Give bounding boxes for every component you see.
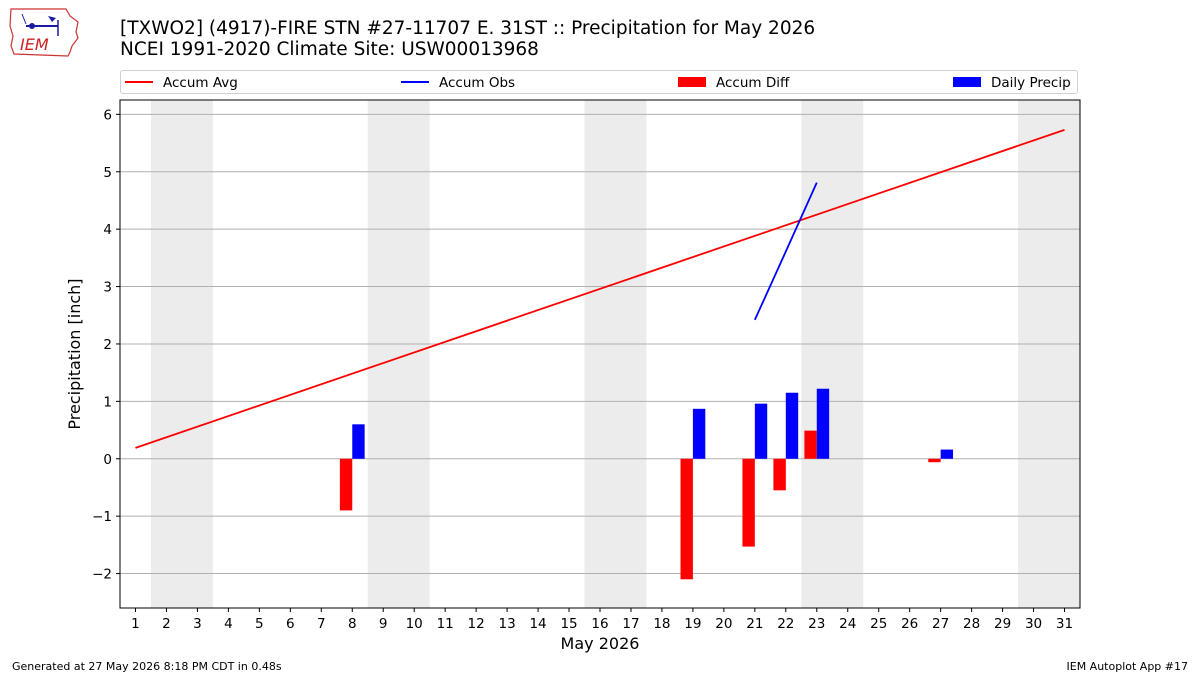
x-tick-label: 31 <box>1056 616 1073 632</box>
line-accum-avg <box>135 128 1065 449</box>
legend-label: Accum Diff <box>716 75 790 91</box>
weekend-band <box>150 100 213 608</box>
x-tick-label: 13 <box>499 616 516 632</box>
x-tick-label: 25 <box>870 616 887 632</box>
legend-swatch-red-bar <box>678 77 706 87</box>
bar-accum-diff <box>804 430 817 459</box>
x-tick-label: 5 <box>255 616 264 632</box>
x-axis-ticks: 1 2 3 4 5 6 7 8 9 10 11 12 13 14 15 16 17 18 19 20 21 22 23 24 2… <box>131 608 1073 632</box>
legend-label: Accum Avg <box>163 75 238 91</box>
x-tick-label: 15 <box>560 616 577 632</box>
x-tick-label: 29 <box>994 616 1011 632</box>
x-tick-label: 18 <box>653 616 670 632</box>
x-tick-label: 30 <box>1025 616 1042 632</box>
title-line-1: [TXWO2] (4917)-FIRE STN #27-11707 E. 31S… <box>120 18 816 39</box>
title-line-2: NCEI 1991-2020 Climate Site: USW00013968 <box>120 39 539 60</box>
gridlines <box>120 113 1080 575</box>
legend-label: Accum Obs <box>439 75 516 91</box>
bar-daily-precip <box>785 392 799 459</box>
bar-accum-diff <box>928 458 941 463</box>
x-tick-label: 3 <box>193 616 202 632</box>
line-accum-obs <box>754 182 818 321</box>
x-tick-label: 16 <box>591 616 608 632</box>
x-tick-label: 4 <box>224 616 233 632</box>
x-tick-label: 1 <box>131 616 140 632</box>
weekend-band <box>367 100 430 608</box>
x-tick-label: 12 <box>468 616 485 632</box>
x-tick-label: 23 <box>808 616 825 632</box>
x-axis-label: May 2026 <box>561 634 640 653</box>
weekend-shading <box>150 100 1080 608</box>
legend-item-accum-diff: Accum Diff <box>678 74 789 92</box>
lines <box>135 128 1065 449</box>
x-tick-label: 11 <box>437 616 454 632</box>
x-tick-label: 24 <box>839 616 856 632</box>
generated-timestamp: Generated at 27 May 2026 8:18 PM CDT in … <box>12 660 282 673</box>
weekend-band <box>801 100 864 608</box>
y-tick-label: −2 <box>92 567 112 583</box>
legend-label: Daily Precip <box>991 75 1071 91</box>
y-tick-label: 3 <box>103 280 112 296</box>
y-tick-label: 0 <box>103 452 112 468</box>
x-tick-label: 8 <box>348 616 357 632</box>
legend-item-daily-precip: Daily Precip <box>953 74 1071 92</box>
chart-title: [TXWO2] (4917)-FIRE STN #27-11707 E. 31S… <box>120 18 815 60</box>
x-tick-label: 6 <box>286 616 295 632</box>
bar-daily-precip <box>692 408 706 459</box>
bars <box>339 388 954 580</box>
y-tick-label: 6 <box>103 107 112 123</box>
iem-logo-icon: IEM <box>9 8 79 57</box>
bar-daily-precip <box>352 424 365 459</box>
bar-accum-diff <box>742 458 755 547</box>
x-tick-label: 26 <box>901 616 918 632</box>
bar-accum-diff <box>680 458 693 580</box>
x-tick-label: 14 <box>529 616 546 632</box>
y-tick-label: −1 <box>92 509 112 525</box>
legend: Accum Avg Accum Obs Accum Diff Daily Pre… <box>120 70 1078 94</box>
legend-item-accum-avg: Accum Avg <box>125 74 238 92</box>
y-tick-label: 4 <box>103 222 112 238</box>
y-tick-label: 1 <box>103 394 112 410</box>
bar-daily-precip <box>816 388 830 459</box>
legend-swatch-red-line <box>125 81 153 83</box>
x-tick-label: 19 <box>684 616 701 632</box>
x-tick-label: 21 <box>746 616 763 632</box>
legend-swatch-blue-bar <box>953 77 981 87</box>
weekend-band <box>584 100 647 608</box>
bar-daily-precip <box>940 449 954 459</box>
y-axis-ticks: −2 −1 0 1 2 3 4 5 6 <box>92 107 120 583</box>
x-tick-label: 9 <box>379 616 388 632</box>
logo-text: IEM <box>20 35 49 54</box>
x-tick-label: 20 <box>715 616 732 632</box>
x-tick-label: 17 <box>622 616 639 632</box>
app-credit: IEM Autoplot App #17 <box>1066 660 1189 673</box>
x-tick-label: 22 <box>777 616 794 632</box>
bar-accum-diff <box>339 458 353 511</box>
x-tick-label: 7 <box>317 616 326 632</box>
legend-item-accum-obs: Accum Obs <box>401 74 515 92</box>
weekend-band <box>1018 100 1080 608</box>
x-tick-label: 10 <box>406 616 423 632</box>
x-tick-label: 27 <box>932 616 949 632</box>
y-tick-label: 5 <box>103 165 112 181</box>
bar-daily-precip <box>754 403 768 459</box>
x-tick-label: 28 <box>963 616 980 632</box>
y-tick-label: 2 <box>103 337 112 353</box>
y-axis-label: Precipitation [inch] <box>65 278 84 429</box>
x-tick-label: 2 <box>162 616 171 632</box>
bar-accum-diff <box>773 458 786 491</box>
legend-swatch-blue-line <box>401 81 429 83</box>
